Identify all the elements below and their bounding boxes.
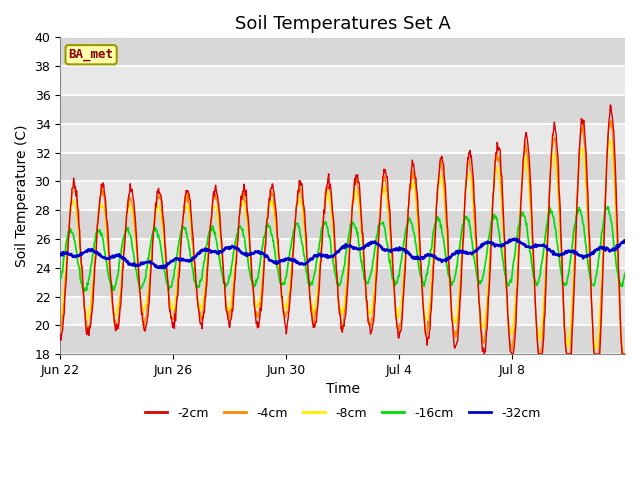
Legend: -2cm, -4cm, -8cm, -16cm, -32cm: -2cm, -4cm, -8cm, -16cm, -32cm: [140, 402, 545, 424]
Bar: [60, 95, 625, 124]
Bar: [60, 124, 625, 153]
Bar: [60, 268, 625, 297]
X-axis label: Time: Time: [326, 383, 360, 396]
Bar: [60, 37, 625, 66]
Y-axis label: Soil Temperature (C): Soil Temperature (C): [15, 124, 29, 267]
Bar: [60, 153, 625, 181]
Title: Soil Temperatures Set A: Soil Temperatures Set A: [235, 15, 451, 33]
Bar: [60, 181, 625, 210]
Text: BA_met: BA_met: [68, 48, 114, 61]
Bar: [60, 297, 625, 325]
Bar: [60, 325, 625, 354]
Bar: [60, 66, 625, 95]
Bar: [60, 239, 625, 268]
Bar: [60, 210, 625, 239]
